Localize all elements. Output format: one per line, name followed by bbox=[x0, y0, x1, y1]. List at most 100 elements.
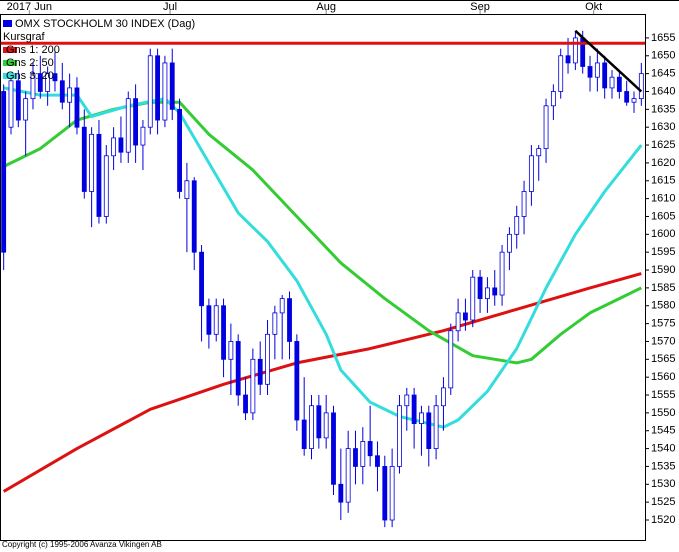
candle-body bbox=[492, 287, 498, 296]
candle-body bbox=[111, 137, 117, 157]
legend-label: Gns 1: 200 bbox=[6, 44, 60, 56]
candle-body bbox=[602, 62, 608, 89]
y-tick-label: 1590 bbox=[651, 264, 675, 276]
candle-body bbox=[411, 394, 417, 424]
y-tick-label: 1625 bbox=[651, 139, 675, 151]
y-tick-label: 1540 bbox=[651, 442, 675, 454]
candle-body bbox=[448, 330, 454, 389]
y-tick-label: 1575 bbox=[651, 318, 675, 330]
y-tick-label: 1630 bbox=[651, 121, 675, 133]
copyright: Copyright (c) 1995-2006 Avanza Vikingen … bbox=[2, 540, 162, 549]
candle-body bbox=[309, 405, 314, 449]
y-tick-label: 1580 bbox=[651, 300, 675, 312]
legend-label: Gns 2: 50 bbox=[6, 57, 54, 69]
candle-body bbox=[162, 62, 168, 121]
candle-body bbox=[506, 233, 512, 253]
candle-body bbox=[419, 412, 424, 424]
y-tick-label: 1605 bbox=[651, 210, 675, 222]
candle-body bbox=[397, 405, 402, 467]
y-tick-label: 1600 bbox=[651, 228, 675, 240]
candle-body bbox=[272, 312, 278, 335]
x-tick-label: Aug bbox=[316, 1, 336, 13]
y-tick-label: 1585 bbox=[651, 282, 675, 294]
candle-body bbox=[155, 55, 161, 121]
candle-body bbox=[638, 73, 644, 100]
candle-body bbox=[463, 312, 468, 321]
candle-body bbox=[81, 126, 87, 192]
candle-body bbox=[1, 91, 7, 253]
candle-body bbox=[184, 180, 190, 200]
candle-body bbox=[257, 358, 263, 385]
y-tick-label: 1655 bbox=[651, 32, 675, 44]
candle-body bbox=[59, 80, 65, 103]
candle-body bbox=[133, 98, 139, 146]
candle-body bbox=[624, 91, 630, 103]
candle-body bbox=[528, 155, 534, 192]
y-tick-label: 1650 bbox=[651, 50, 675, 62]
candle-body bbox=[23, 98, 29, 121]
y-tick-label: 1560 bbox=[651, 371, 675, 383]
candle-body bbox=[8, 80, 14, 128]
candle-body bbox=[521, 191, 527, 217]
candle-body bbox=[287, 298, 292, 342]
y-tick-label: 1550 bbox=[651, 407, 675, 419]
candle-body bbox=[221, 305, 226, 360]
candle-body bbox=[169, 62, 175, 110]
candle-body bbox=[631, 98, 637, 103]
moving-average bbox=[3, 86, 643, 429]
trend-line bbox=[574, 29, 643, 93]
y-tick-label: 1535 bbox=[651, 460, 675, 472]
candle-body bbox=[177, 108, 182, 192]
candle-body bbox=[147, 55, 153, 128]
y-tick-label: 1645 bbox=[651, 68, 675, 80]
legend-swatch bbox=[3, 47, 17, 53]
y-tick-label: 1615 bbox=[651, 175, 675, 187]
candle-body bbox=[594, 62, 600, 78]
plot-frame bbox=[0, 14, 646, 541]
candle-body bbox=[404, 394, 410, 407]
candle-body bbox=[294, 341, 300, 421]
candle-body bbox=[103, 155, 109, 217]
candle-body bbox=[360, 441, 366, 467]
candle-body bbox=[331, 412, 336, 485]
candle-body bbox=[235, 341, 241, 396]
candle-body bbox=[199, 251, 204, 307]
candle-body bbox=[484, 287, 490, 300]
y-tick-label: 1565 bbox=[651, 353, 675, 365]
candle-body bbox=[125, 98, 131, 153]
x-tick-label: Okt bbox=[585, 1, 602, 13]
candle-body bbox=[477, 276, 483, 300]
candle-body bbox=[367, 441, 373, 457]
y-tick-label: 1530 bbox=[651, 478, 675, 490]
candle-body bbox=[470, 276, 476, 321]
candle-body bbox=[243, 394, 248, 414]
candle-body bbox=[118, 137, 124, 153]
candle-body bbox=[67, 87, 73, 103]
candle-body bbox=[375, 455, 380, 467]
candle-body bbox=[433, 405, 439, 449]
legend-label: Kursgraf bbox=[3, 31, 46, 43]
candle-body bbox=[206, 305, 212, 335]
candle-body bbox=[382, 466, 388, 521]
candle-body bbox=[338, 483, 344, 503]
y-tick-label: 1610 bbox=[651, 193, 675, 205]
candle-body bbox=[514, 216, 520, 235]
y-tick-label: 1595 bbox=[651, 246, 675, 258]
x-tick-label: 2017 Jun bbox=[7, 1, 52, 13]
candle-body bbox=[213, 305, 219, 335]
x-tick-label: Sep bbox=[470, 1, 490, 13]
candle-body bbox=[250, 358, 256, 414]
y-tick-label: 1635 bbox=[651, 103, 675, 115]
candle-body bbox=[96, 133, 102, 217]
candle-body bbox=[301, 419, 307, 449]
candle-body bbox=[345, 448, 351, 503]
candle-body bbox=[558, 55, 564, 92]
candle-body bbox=[609, 76, 615, 89]
candle-body bbox=[45, 73, 51, 92]
grid-layer: 1520 1525 1530 1535 1540 1545 1550 1555 1560 1565… bbox=[7, 1, 676, 526]
candle-body bbox=[616, 76, 622, 92]
plot-layer bbox=[0, 29, 645, 528]
y-tick-label: 1520 bbox=[651, 514, 675, 526]
